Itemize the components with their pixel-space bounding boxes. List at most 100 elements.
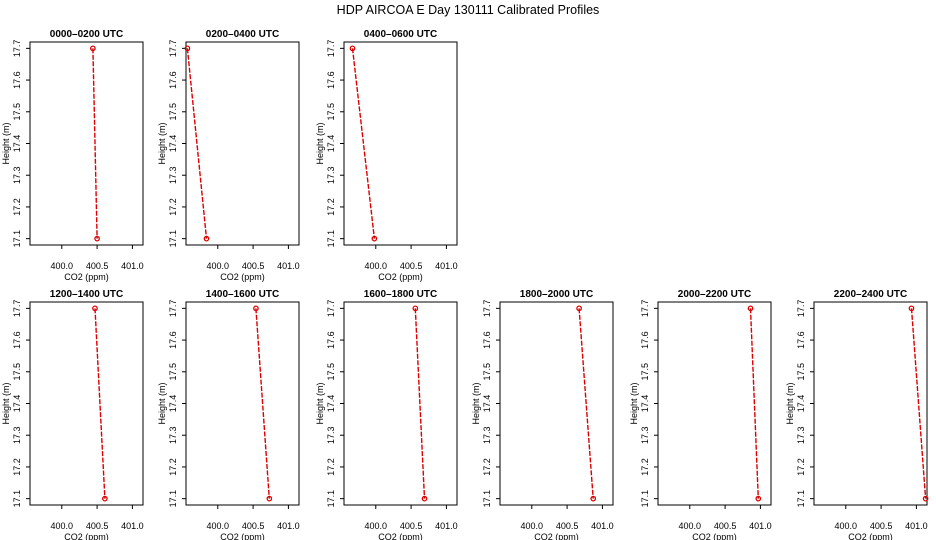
panel-title: 0000–0200 UTC <box>50 29 123 40</box>
x-axis-label: CO2 (ppm) <box>692 532 737 540</box>
y-tick-label: 17.1 <box>326 490 336 508</box>
y-tick-label: 17.1 <box>326 230 336 248</box>
y-tick-label: 17.4 <box>326 395 336 413</box>
y-tick-label: 17.6 <box>796 331 806 349</box>
panel-title: 2000–2200 UTC <box>678 289 751 300</box>
x-tick-label: 400.5 <box>556 521 579 531</box>
y-tick-label: 17.5 <box>796 363 806 381</box>
profile-line <box>910 308 927 499</box>
y-tick-label: 17.4 <box>482 395 492 413</box>
plot-frame <box>343 301 458 506</box>
panel-7: 1800–2000 UTC 400.0 400.5 401.0 17.1 17.2 17.3… <box>471 289 614 540</box>
y-tick-label: 17.1 <box>12 490 22 508</box>
profile-line <box>351 48 376 239</box>
y-axis-label: Height (m) <box>629 382 639 424</box>
x-tick-label: 401.0 <box>905 521 928 531</box>
plot-frame <box>185 41 300 246</box>
data-point <box>102 495 108 502</box>
y-tick-label: 17.2 <box>12 458 22 476</box>
x-tick-label: 401.0 <box>277 521 300 531</box>
y-tick-label: 17.3 <box>12 166 22 184</box>
data-point <box>412 305 419 312</box>
y-tick-label: 17.1 <box>796 490 806 508</box>
y-tick-label: 17.6 <box>12 71 22 89</box>
profile-line <box>414 308 426 499</box>
y-tick-label: 17.7 <box>168 300 178 318</box>
plot-frame <box>343 41 458 246</box>
y-tick-label: 17.2 <box>326 458 336 476</box>
data-point <box>349 45 356 52</box>
y-tick-label: 17.7 <box>796 300 806 318</box>
y-tick-label: 17.6 <box>326 331 336 349</box>
x-tick-label: 400.0 <box>51 261 74 271</box>
data-point <box>266 495 273 502</box>
x-axis-label: CO2 (ppm) <box>220 272 265 282</box>
x-tick-label: 400.5 <box>242 521 265 531</box>
panel-title: 1800–2000 UTC <box>520 289 593 300</box>
x-axis-label: CO2 (ppm) <box>220 532 265 540</box>
x-tick-label: 401.0 <box>591 521 614 531</box>
y-tick-label: 17.6 <box>12 331 22 349</box>
y-tick-label: 17.2 <box>168 458 178 476</box>
panel-title: 0400–0600 UTC <box>364 29 437 40</box>
y-tick-label: 17.5 <box>168 363 178 381</box>
y-tick-label: 17.1 <box>12 230 22 248</box>
y-tick-label: 17.5 <box>326 103 336 121</box>
y-tick-label: 17.5 <box>168 103 178 121</box>
y-tick-label: 17.2 <box>12 198 22 216</box>
panel-8: 2000–2200 UTC 400.0 400.5 401.0 17.1 17.2 17.3… <box>629 289 772 540</box>
panel-title: 1400–1600 UTC <box>206 289 279 300</box>
x-tick-label: 401.0 <box>277 261 300 271</box>
panel-title: 1200–1400 UTC <box>50 289 123 300</box>
x-tick-label: 400.5 <box>400 521 423 531</box>
data-point <box>755 495 762 502</box>
data-point <box>747 305 754 312</box>
x-axis-label: CO2 (ppm) <box>64 532 109 540</box>
profile-line <box>94 308 106 499</box>
x-tick-label: 400.5 <box>400 261 423 271</box>
x-tick-label: 400.5 <box>86 261 109 271</box>
y-tick-label: 17.6 <box>168 71 178 89</box>
panel-5: 1400–1600 UTC 400.0 400.5 401.0 17.1 17.2 17.3… <box>157 289 300 540</box>
y-tick-label: 17.3 <box>168 166 178 184</box>
y-tick-label: 17.3 <box>640 426 650 444</box>
y-tick-label: 17.3 <box>168 426 178 444</box>
y-tick-label: 17.2 <box>326 198 336 216</box>
y-tick-label: 17.6 <box>168 331 178 349</box>
data-point <box>576 305 582 312</box>
profile-line <box>92 48 98 239</box>
y-tick-label: 17.6 <box>326 71 336 89</box>
y-tick-label: 17.7 <box>12 300 22 318</box>
x-tick-label: 400.0 <box>679 521 702 531</box>
y-tick-label: 17.2 <box>168 198 178 216</box>
y-tick-label: 17.3 <box>796 426 806 444</box>
figure-title: HDP AIRCOA E Day 130111 Calibrated Profi… <box>337 3 600 17</box>
plot-frame <box>185 301 300 506</box>
plot-frame <box>813 301 928 506</box>
y-tick-label: 17.4 <box>326 135 336 153</box>
panel-6: 1600–1800 UTC 400.0 400.5 401.0 17.1 17.2 17.3… <box>315 289 458 540</box>
y-tick-label: 17.7 <box>482 300 492 318</box>
y-tick-label: 17.2 <box>482 458 492 476</box>
y-tick-label: 17.7 <box>640 300 650 318</box>
x-tick-label: 400.5 <box>870 521 893 531</box>
y-tick-label: 17.4 <box>640 395 650 413</box>
y-tick-label: 17.4 <box>168 395 178 413</box>
x-tick-label: 401.0 <box>121 261 144 271</box>
y-tick-label: 17.5 <box>12 363 22 381</box>
x-tick-label: 400.5 <box>86 521 109 531</box>
data-point <box>184 45 191 52</box>
x-axis-label: CO2 (ppm) <box>378 272 423 282</box>
profile-line <box>578 308 594 499</box>
y-tick-label: 17.1 <box>482 490 492 508</box>
data-point <box>90 45 96 52</box>
panel-title: 1600–1800 UTC <box>364 289 437 300</box>
panel-title: 0200–0400 UTC <box>206 29 279 40</box>
y-tick-label: 17.7 <box>326 40 336 58</box>
x-tick-label: 401.0 <box>435 261 458 271</box>
x-tick-label: 400.0 <box>365 261 388 271</box>
y-axis-label: Height (m) <box>315 122 325 164</box>
x-tick-label: 400.0 <box>207 261 230 271</box>
data-point <box>253 305 259 312</box>
